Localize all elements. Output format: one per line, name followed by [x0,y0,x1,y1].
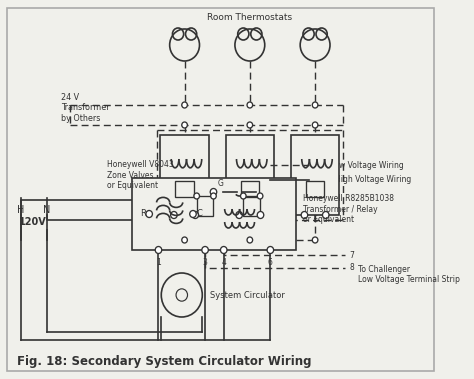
Circle shape [155,246,162,254]
Circle shape [247,102,253,108]
Bar [306,182,324,197]
Bar [241,182,259,197]
Text: Honeywell R8285B1038
Transformer / Relay
or Equivalent: Honeywell R8285B1038 Transformer / Relay… [303,194,394,224]
Circle shape [161,273,202,317]
Circle shape [171,211,177,219]
Bar [160,135,209,215]
Circle shape [236,211,242,219]
Circle shape [176,289,188,301]
Circle shape [257,211,264,219]
Circle shape [190,210,196,218]
Circle shape [257,193,263,199]
Text: 24V Low Voltage Wiring: 24V Low Voltage Wiring [313,160,404,169]
Text: 8: 8 [350,263,355,273]
Bar [197,196,213,216]
Circle shape [312,237,318,243]
Text: 120V High Voltage Wiring: 120V High Voltage Wiring [313,175,411,185]
Text: 7: 7 [350,251,355,260]
Circle shape [247,237,253,243]
Circle shape [210,193,216,199]
Circle shape [194,193,200,199]
Text: G: G [218,180,224,188]
Text: Fig. 18: Secondary System Circulator Wiring: Fig. 18: Secondary System Circulator Wir… [17,355,311,368]
Text: H: H [17,205,24,215]
Circle shape [301,211,308,219]
Circle shape [247,122,253,128]
Text: 3: 3 [203,258,208,267]
Text: Honeywell V8043
Zone Valves
or Equivalent: Honeywell V8043 Zone Valves or Equivalen… [107,160,174,190]
Circle shape [267,246,273,254]
Circle shape [182,237,187,243]
Circle shape [202,246,209,254]
Bar [132,178,295,250]
Text: 120V: 120V [19,217,46,227]
Circle shape [210,188,217,196]
Text: 4: 4 [221,258,226,267]
Circle shape [220,246,227,254]
Bar [291,135,339,215]
Circle shape [182,122,187,128]
Text: R: R [140,210,146,219]
Circle shape [146,210,153,218]
Text: Room Thermostats: Room Thermostats [207,14,292,22]
Text: N: N [43,205,50,215]
Circle shape [322,211,329,219]
Circle shape [240,193,246,199]
Circle shape [182,102,187,108]
Text: C: C [197,210,202,219]
Bar [226,135,274,215]
Circle shape [312,102,318,108]
Text: 24 V
Transformer
by Others: 24 V Transformer by Others [61,93,109,123]
Text: 1: 1 [156,258,161,267]
Circle shape [192,211,199,219]
Bar [175,182,194,197]
Text: To Challenger
Low Voltage Terminal Strip: To Challenger Low Voltage Terminal Strip [358,265,460,284]
Circle shape [312,122,318,128]
Text: 6: 6 [268,258,273,267]
Bar [243,196,260,216]
Text: System Circulator: System Circulator [210,290,284,299]
